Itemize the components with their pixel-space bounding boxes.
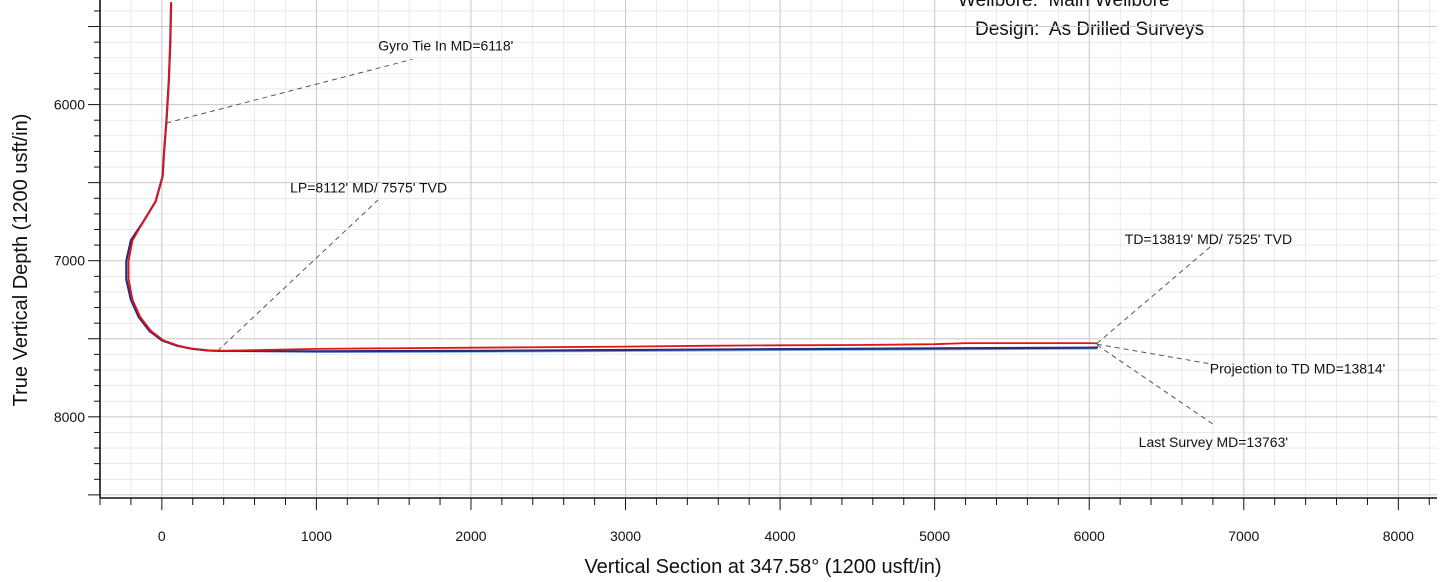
annotation-label: LP=8112' MD/ 7575' TVD — [290, 179, 447, 195]
x-tick-label: 7000 — [1228, 528, 1259, 544]
series-actual-line — [127, 2, 1098, 352]
y-tick-label: 6000 — [54, 97, 85, 113]
design-label: Design: As Drilled Surveys — [975, 19, 1205, 40]
annotation-leader — [1096, 343, 1210, 365]
x-tick-label: 0 — [158, 528, 166, 544]
wellbore-label: Wellbore: Main Wellbore — [958, 0, 1170, 11]
annotation-label: Gyro Tie In MD=6118' — [378, 37, 513, 53]
x-tick-label: 4000 — [765, 528, 796, 544]
x-tick-label: 8000 — [1383, 528, 1414, 544]
annotation-label: TD=13819' MD/ 7525' TVD — [1125, 231, 1292, 247]
annotation-leader — [1096, 344, 1217, 427]
annotation-leader — [217, 199, 379, 352]
x-tick-label: 6000 — [1074, 528, 1105, 544]
series-plan-line — [125, 1, 1099, 353]
y-tick-label: 8000 — [54, 409, 85, 425]
y-axis-title: True Vertical Depth (1200 usft/in) — [10, 114, 32, 407]
annotation-label: Projection to TD MD=13814' — [1210, 360, 1386, 376]
x-tick-label: 1000 — [301, 528, 332, 544]
x-tick-label: 2000 — [455, 528, 486, 544]
x-tick-label: 3000 — [610, 528, 641, 544]
y-tick-label: 7000 — [54, 253, 85, 269]
x-axis-title: Vertical Section at 347.58° (1200 usft/i… — [584, 556, 941, 578]
x-tick-label: 5000 — [919, 528, 950, 544]
annotation-leader — [1096, 241, 1217, 344]
annotation-leader — [166, 58, 413, 124]
annotation-label: Last Survey MD=13763' — [1139, 434, 1288, 450]
